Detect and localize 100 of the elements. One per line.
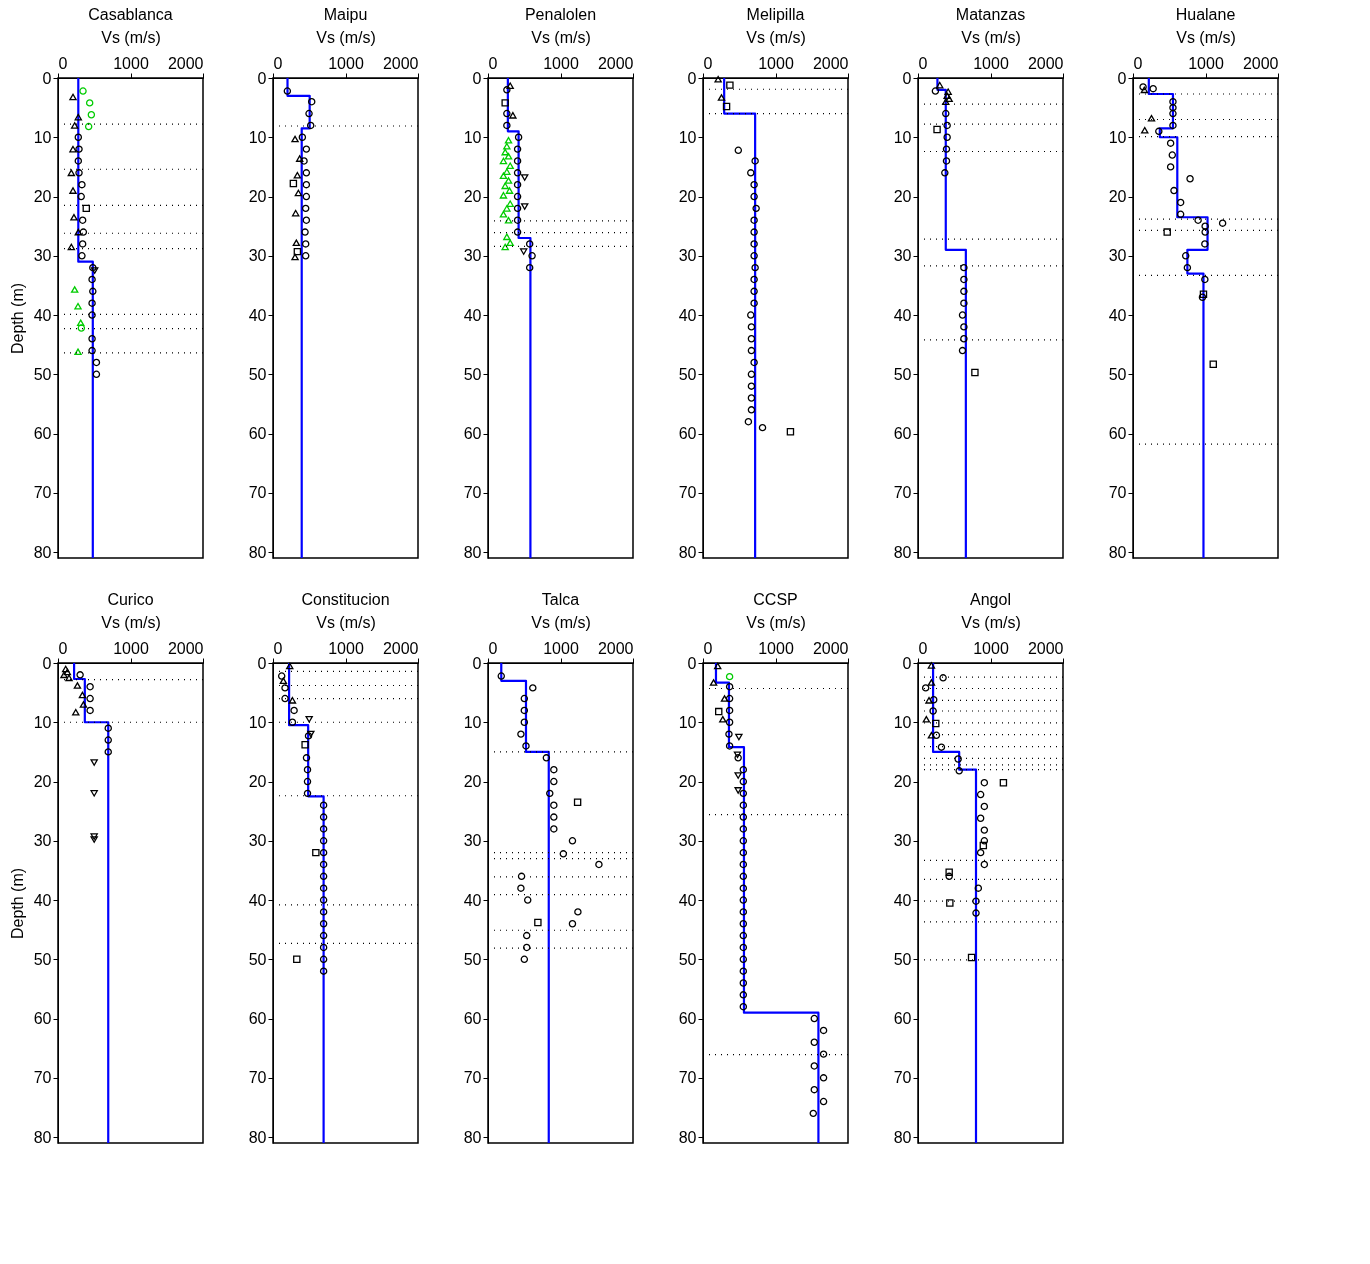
y-tick-label: 10	[33, 713, 52, 731]
y-tick-label: 40	[893, 306, 912, 324]
y-tick-label: 0	[42, 69, 52, 87]
chart-title: Hualane	[1175, 6, 1236, 23]
y-tick-label: 80	[678, 1128, 697, 1146]
y-tick-label: 40	[893, 891, 912, 909]
y-tick-label: 50	[893, 365, 912, 383]
y-tick-label: 40	[33, 891, 52, 909]
x-tick-label: 2000	[382, 639, 419, 657]
y-tick-label: 30	[33, 832, 52, 850]
y-tick-label: 0	[472, 69, 482, 87]
x-tick-label: 0	[273, 639, 283, 657]
chart-title: Constitucion	[301, 591, 390, 608]
y-tick-label: 10	[33, 128, 52, 146]
y-tick-label: 0	[257, 69, 267, 87]
x-axis-title: Vs (m/s)	[746, 613, 806, 631]
y-tick-label: 60	[678, 1010, 697, 1028]
y-tick-label: 0	[257, 654, 267, 672]
y-tick-label: 10	[678, 713, 697, 731]
y-tick-label: 30	[248, 832, 267, 850]
y-tick-label: 60	[893, 425, 912, 443]
y-tick-label: 10	[248, 713, 267, 731]
y-tick-label: 50	[893, 950, 912, 968]
chart-title: Casablanca	[88, 6, 173, 23]
y-tick-label: 20	[678, 773, 697, 791]
x-axis-title: Vs (m/s)	[316, 28, 376, 46]
chart-title: Matanzas	[955, 6, 1026, 23]
x-axis-title: Vs (m/s)	[531, 28, 591, 46]
x-tick-label: 1000	[113, 54, 149, 72]
y-tick-label: 70	[463, 1069, 482, 1087]
x-tick-label: 0	[703, 639, 713, 657]
y-tick-label: 50	[678, 365, 697, 383]
x-tick-label: 1000	[543, 639, 579, 657]
x-axis-title: Vs (m/s)	[961, 28, 1021, 46]
y-tick-label: 60	[463, 425, 482, 443]
y-tick-label: 50	[248, 950, 267, 968]
x-tick-label: 0	[58, 54, 68, 72]
x-tick-label: 0	[488, 54, 498, 72]
y-tick-label: 20	[678, 188, 697, 206]
y-tick-label: 50	[463, 365, 482, 383]
y-tick-label: 60	[463, 1010, 482, 1028]
y-tick-label: 70	[33, 1069, 52, 1087]
y-tick-label: 30	[678, 247, 697, 265]
y-tick-label: 80	[33, 543, 52, 561]
y-tick-label: 0	[1117, 69, 1127, 87]
y-tick-label: 40	[248, 891, 267, 909]
y-axis-title: Depth (m)	[8, 867, 26, 940]
y-axis-title: Depth (m)	[8, 282, 26, 355]
y-tick-label: 60	[1108, 425, 1127, 443]
y-tick-label: 60	[33, 1010, 52, 1028]
x-tick-label: 1000	[973, 54, 1009, 72]
y-tick-label: 50	[33, 950, 52, 968]
y-tick-label: 60	[248, 425, 267, 443]
x-tick-label: 2000	[167, 54, 204, 72]
line-series	[286, 76, 311, 560]
y-tick-label: 0	[472, 654, 482, 672]
x-tick-label: 2000	[812, 639, 849, 657]
y-tick-label: 40	[678, 891, 697, 909]
x-tick-label: 1000	[543, 54, 579, 72]
y-tick-label: 50	[1108, 365, 1127, 383]
y-tick-label: 0	[687, 654, 697, 672]
x-tick-label: 0	[273, 54, 283, 72]
y-tick-label: 10	[1108, 128, 1127, 146]
y-tick-label: 70	[678, 1069, 697, 1087]
x-tick-label: 2000	[597, 639, 634, 657]
y-tick-label: 30	[1108, 247, 1127, 265]
y-tick-label: 50	[33, 365, 52, 383]
y-tick-label: 20	[463, 188, 482, 206]
y-tick-label: 40	[33, 306, 52, 324]
x-tick-label: 2000	[1027, 54, 1064, 72]
x-tick-label: 0	[1133, 54, 1143, 72]
line-series	[506, 76, 532, 560]
y-tick-label: 70	[463, 484, 482, 502]
y-tick-label: 0	[902, 654, 912, 672]
y-tick-label: 30	[463, 247, 482, 265]
y-tick-label: 30	[893, 832, 912, 850]
y-tick-label: 50	[678, 950, 697, 968]
x-tick-label: 1000	[973, 639, 1009, 657]
y-tick-label: 10	[463, 128, 482, 146]
y-tick-label: 70	[1108, 484, 1127, 502]
x-tick-label: 2000	[1242, 54, 1279, 72]
x-tick-label: 0	[58, 639, 68, 657]
y-tick-label: 50	[248, 365, 267, 383]
y-tick-label: 80	[248, 1128, 267, 1146]
x-tick-label: 2000	[812, 54, 849, 72]
x-tick-label: 1000	[758, 54, 794, 72]
chart-title: Melipilla	[746, 6, 805, 23]
x-tick-label: 1000	[328, 639, 364, 657]
chart-title: Angol	[970, 591, 1011, 608]
y-tick-label: 80	[463, 1128, 482, 1146]
y-tick-label: 20	[1108, 188, 1127, 206]
y-tick-label: 70	[248, 484, 267, 502]
y-tick-label: 20	[33, 773, 52, 791]
x-tick-label: 1000	[758, 639, 794, 657]
y-tick-label: 30	[463, 832, 482, 850]
y-tick-label: 70	[678, 484, 697, 502]
line-series	[500, 661, 550, 1145]
line-series	[936, 76, 967, 560]
x-tick-label: 0	[488, 639, 498, 657]
y-tick-label: 80	[893, 1128, 912, 1146]
